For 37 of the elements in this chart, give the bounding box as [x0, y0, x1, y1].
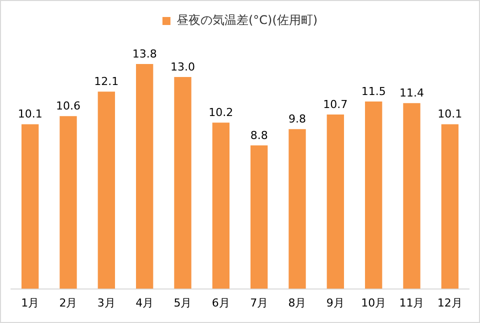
bar: [136, 64, 154, 289]
x-tick-label: 10月: [361, 296, 386, 310]
data-label: 8.8: [250, 128, 268, 142]
bar: [60, 116, 77, 289]
data-label: 12.1: [94, 75, 119, 88]
data-label: 10.1: [18, 108, 42, 121]
x-tick-label: 8月: [288, 296, 306, 310]
x-tick-label: 2月: [59, 296, 78, 310]
data-label: 13.8: [132, 47, 157, 60]
data-label: 10.7: [323, 98, 348, 111]
legend-label: 昼夜の気温差(°C)(佐用町): [176, 13, 318, 28]
bar: [250, 145, 268, 289]
bar: [98, 92, 116, 289]
data-label: 11.4: [400, 86, 424, 100]
x-tick-label: 4月: [136, 296, 154, 310]
data-label: 13.0: [170, 60, 195, 74]
data-label: 10.1: [438, 108, 462, 121]
x-tick-label: 1月: [21, 296, 40, 310]
x-tick-label: 12月: [437, 296, 462, 310]
x-tick-label: 11月: [399, 296, 424, 310]
bar: [174, 77, 192, 289]
bar: [21, 124, 39, 289]
bar: [326, 114, 344, 289]
x-tick-label: 5月: [174, 296, 192, 310]
data-label: 10.2: [208, 106, 234, 119]
x-tick-label: 6月: [212, 296, 230, 310]
data-label: 11.5: [361, 84, 386, 98]
bar: [288, 129, 306, 289]
bar: [364, 101, 382, 289]
x-tick-label: 3月: [97, 296, 116, 310]
x-tick-label: 9月: [326, 296, 344, 310]
data-label: 10.6: [56, 99, 80, 112]
bar: [403, 103, 420, 289]
bar: [212, 122, 230, 289]
data-label: 9.8: [288, 112, 306, 126]
bar: [441, 124, 459, 289]
x-tick-label: 7月: [250, 296, 268, 310]
